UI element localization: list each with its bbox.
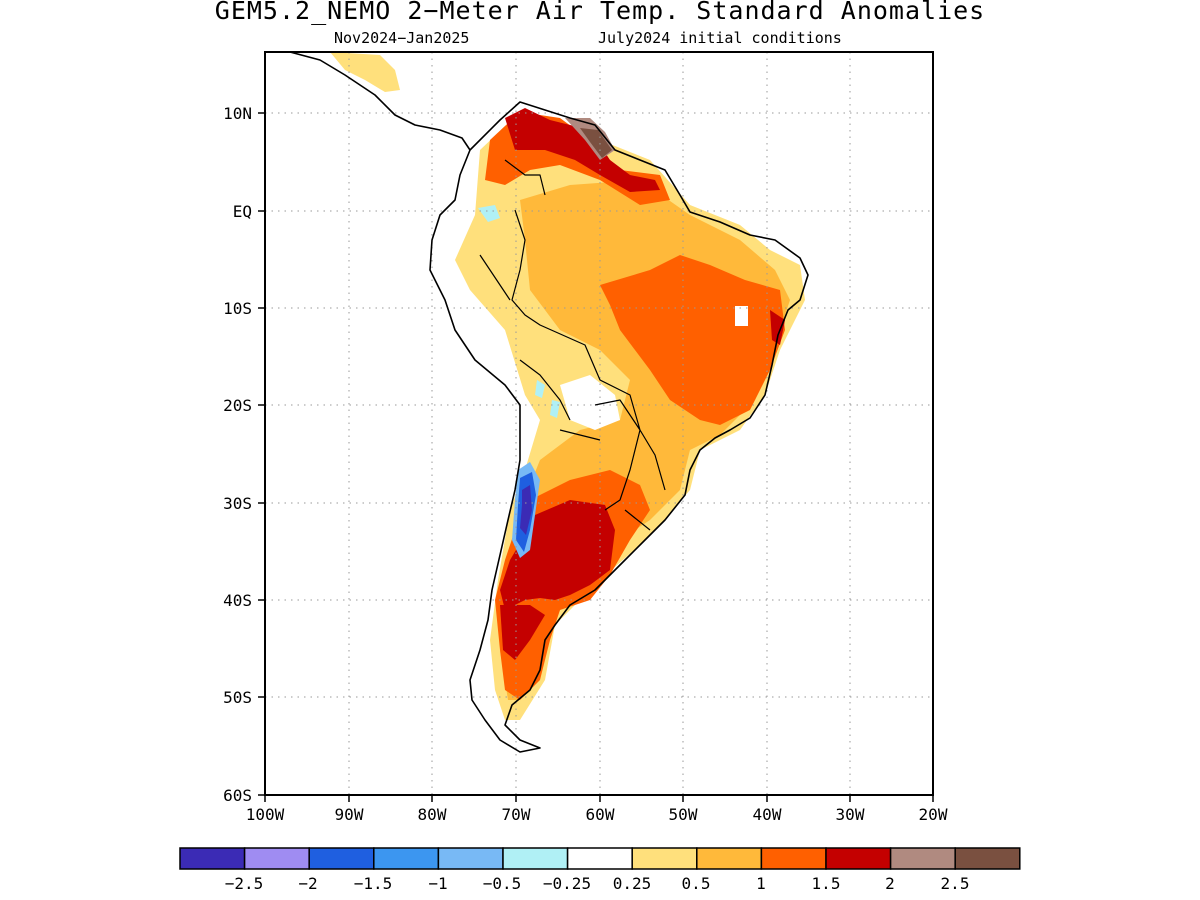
lon-label: 30W xyxy=(836,805,865,824)
colorbar-box xyxy=(954,847,1021,870)
colorbar-label: 1 xyxy=(756,874,766,893)
colorbar-label: −0.25 xyxy=(543,874,591,893)
lat-label: 10N xyxy=(223,104,252,123)
lon-label: 100W xyxy=(246,805,285,824)
central-america-coastline xyxy=(289,52,471,151)
colorbar-label: 0.5 xyxy=(682,874,711,893)
anomaly-region-white-2 xyxy=(560,375,620,430)
colorbar-box xyxy=(243,847,310,870)
colorbar-box xyxy=(889,847,956,870)
colorbar-label: 2 xyxy=(885,874,895,893)
lon-label: 70W xyxy=(502,805,531,824)
colorbar-box xyxy=(696,847,763,870)
lat-label: 50S xyxy=(223,688,252,707)
anomaly-field xyxy=(330,52,805,720)
lon-label: 60W xyxy=(586,805,615,824)
lat-label: 30S xyxy=(223,494,252,513)
colorbar-label: −1 xyxy=(428,874,447,893)
colorbar-label: −2.5 xyxy=(225,874,264,893)
anomaly-region-white-1 xyxy=(735,306,748,326)
anomaly-region-1.5-patagonia xyxy=(500,605,545,660)
anomaly-region-north-darkbrown xyxy=(580,128,612,158)
anomaly-region-1 xyxy=(600,255,785,425)
longitude-labels: 100W 90W 80W 70W 60W 50W 40W 30W 20W xyxy=(246,805,948,824)
map-gridlines xyxy=(265,52,933,795)
anomaly-region-centralamerica xyxy=(330,52,400,92)
map-axis-ticks xyxy=(258,112,934,802)
lat-label: 60S xyxy=(223,786,252,805)
colorbar-label: 0.25 xyxy=(613,874,652,893)
lon-label: 20W xyxy=(919,805,948,824)
lat-label: 40S xyxy=(223,591,252,610)
anomaly-region-lightblue-2 xyxy=(535,380,545,398)
colorbar-box xyxy=(373,847,440,870)
country-borders xyxy=(479,159,666,531)
colorbar-label: 2.5 xyxy=(941,874,970,893)
colorbar-box xyxy=(179,847,246,870)
colorbar-box xyxy=(825,847,892,870)
anomaly-region-north-red xyxy=(505,108,660,192)
initial-conditions: July2024 initial conditions xyxy=(598,29,842,47)
colorbar-label: −1.5 xyxy=(354,874,393,893)
lat-label: EQ xyxy=(233,202,252,221)
lat-label: 20S xyxy=(223,396,252,415)
colorbar-labels: −2.5 −2 −1.5 −1 −0.5 −0.25 0.25 0.5 1 1.… xyxy=(225,874,970,893)
map-frame xyxy=(264,51,934,796)
lon-label: 80W xyxy=(418,805,447,824)
colorbar-label: −2 xyxy=(298,874,317,893)
colorbar-label: −0.5 xyxy=(483,874,522,893)
lon-label: 40W xyxy=(753,805,782,824)
colorbar-box xyxy=(566,847,633,870)
south-america-coastline xyxy=(429,101,809,753)
lon-label: 50W xyxy=(669,805,698,824)
map-title: GEM5.2_NEMO 2−Meter Air Temp. Standard A… xyxy=(214,0,986,25)
anomaly-region-lightblue-1 xyxy=(478,205,500,222)
colorbar-box xyxy=(502,847,569,870)
anomaly-region-cold-1.5 xyxy=(520,485,532,535)
colorbar-label: 1.5 xyxy=(812,874,841,893)
colorbar xyxy=(179,847,1021,870)
colorbar-box xyxy=(760,847,827,870)
anomaly-region-1.5-ne xyxy=(770,310,785,345)
coastlines xyxy=(289,52,809,753)
forecast-period: Nov2024−Jan2025 xyxy=(334,29,470,47)
colorbar-box xyxy=(631,847,698,870)
lon-label: 90W xyxy=(335,805,364,824)
colorbar-box xyxy=(437,847,504,870)
colorbar-box xyxy=(308,847,375,870)
latitude-labels: 10N EQ 10S 20S 30S 40S 50S 60S xyxy=(223,104,252,805)
lat-label: 10S xyxy=(223,299,252,318)
